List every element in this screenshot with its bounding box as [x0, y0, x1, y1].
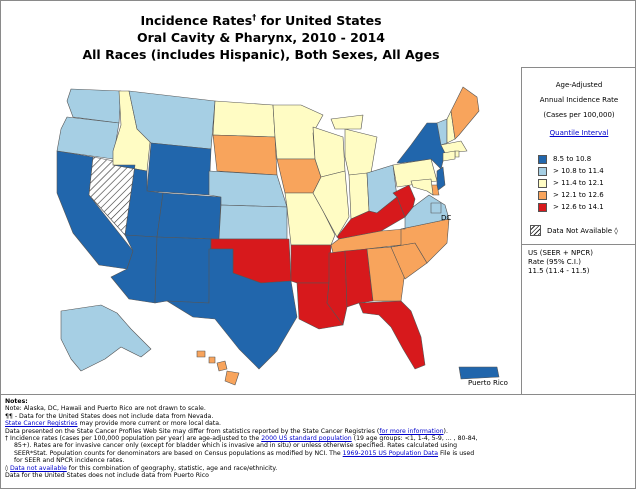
- legend-item: > 10.8 to 11.4: [538, 165, 636, 177]
- state-wy[interactable]: [146, 142, 212, 196]
- legend-swatch: [538, 154, 547, 164]
- us-rate-value: 11.5 (11.4 - 11.5): [528, 267, 590, 275]
- state-me[interactable]: [450, 86, 480, 140]
- quantile-interval-link[interactable]: Quantile Interval: [549, 129, 609, 137]
- state-nc[interactable]: [390, 218, 450, 264]
- legend-heading-rate: Annual Incidence Rate: [539, 96, 619, 104]
- state-ar[interactable]: [290, 244, 332, 284]
- note-line: SEER*Stat. Population counts for denomin…: [14, 449, 475, 457]
- population-data-link[interactable]: 1969-2015 US Population Data: [342, 449, 439, 457]
- state-sd[interactable]: [212, 134, 278, 176]
- state-dc[interactable]: [430, 202, 442, 214]
- data-not-available-link[interactable]: Data not available: [10, 464, 67, 472]
- legend-swatch: [538, 190, 547, 200]
- hatched-swatch: [530, 225, 541, 236]
- note-line: State Cancer Registries may provide more…: [5, 420, 221, 428]
- title-line-3: All Races (includes Hispanic), Both Sexe…: [82, 47, 440, 63]
- map-svg: DC Puerto Rico: [56, 86, 508, 387]
- title-line-1: Incidence Rates† for United States: [140, 13, 382, 29]
- state-tx[interactable]: [166, 248, 298, 370]
- us-label: US (SEER + NPCR): [528, 249, 593, 257]
- state-ct[interactable]: [442, 150, 456, 162]
- us-rate-box: US (SEER + NPCR) Rate (95% C.I.) 11.5 (1…: [522, 244, 636, 280]
- state-ri[interactable]: [454, 150, 460, 158]
- state-fl[interactable]: [358, 300, 426, 370]
- state-ak[interactable]: [60, 304, 152, 372]
- note-line: Data presented on the State Cancer Profi…: [5, 427, 448, 435]
- note-line: Note: Alaska, DC, Hawaii and Puerto Rico…: [5, 405, 206, 413]
- state-hi[interactable]: [196, 350, 240, 386]
- note-line: ¶¶ - Data for the United States does not…: [5, 412, 214, 420]
- state-nm[interactable]: [154, 236, 212, 304]
- note-line: 85+). Rates are for invasive cancer only…: [14, 442, 458, 450]
- legend-swatch: [538, 166, 547, 176]
- legend-heading-units: (Cases per 100,000): [543, 111, 615, 119]
- state-or[interactable]: [56, 116, 120, 160]
- state-co[interactable]: [156, 192, 222, 240]
- state-wa[interactable]: [66, 88, 122, 124]
- note-line: ◊ Data not available for this combinatio…: [5, 464, 278, 472]
- state-ne[interactable]: [208, 170, 288, 208]
- state-nj[interactable]: [436, 166, 446, 192]
- legend-heading-age-adjusted: Age-Adjusted: [555, 81, 603, 89]
- state-nd[interactable]: [212, 100, 276, 138]
- map-title: Incidence Rates† for United States Oral …: [1, 9, 521, 63]
- state-ks[interactable]: [218, 204, 288, 240]
- legend-not-available: Data Not Available ◊: [522, 225, 636, 236]
- us-choropleth-map: DC Puerto Rico: [1, 67, 521, 394]
- legend-swatch: [538, 202, 547, 212]
- us-rate-label: Rate (95% C.I.): [528, 258, 581, 266]
- legend-item: > 12.6 to 14.1: [538, 201, 636, 213]
- state-ga[interactable]: [366, 246, 406, 302]
- state-pr[interactable]: [458, 366, 500, 380]
- state-md[interactable]: [410, 178, 434, 196]
- legend-item: 8.5 to 10.8: [538, 153, 636, 165]
- title-line-2: Oral Cavity & Pharynx, 2010 - 2014: [137, 30, 385, 46]
- note-line: for SEER and NPCR incidence rates.: [14, 457, 125, 465]
- notes-section: Notes: Note: Alaska, DC, Hawaii and Puer…: [1, 394, 635, 488]
- state-al[interactable]: [344, 248, 374, 308]
- dc-label: DC: [441, 214, 451, 222]
- standard-population-link[interactable]: 2000 US standard population: [261, 435, 352, 443]
- state-registries-link[interactable]: State Cancer Registries: [5, 420, 78, 428]
- state-ia[interactable]: [276, 158, 322, 194]
- more-info-link[interactable]: for more information: [379, 427, 444, 435]
- legend-item: > 12.1 to 12.6: [538, 189, 636, 201]
- notes-heading: Notes:: [5, 398, 28, 405]
- note-line: Data for the United States does not incl…: [5, 472, 209, 480]
- note-line: † Incidence rates (cases per 100,000 pop…: [5, 435, 478, 443]
- legend-item: > 11.4 to 12.1: [538, 177, 636, 189]
- legend-swatch: [538, 178, 547, 188]
- legend-panel: Age-Adjusted Annual Incidence Rate (Case…: [521, 67, 636, 395]
- state-ma[interactable]: [440, 140, 468, 154]
- legend-items: 8.5 to 10.8 > 10.8 to 11.4 > 11.4 to 12.…: [522, 153, 636, 213]
- puerto-rico-label: Puerto Rico: [468, 379, 508, 387]
